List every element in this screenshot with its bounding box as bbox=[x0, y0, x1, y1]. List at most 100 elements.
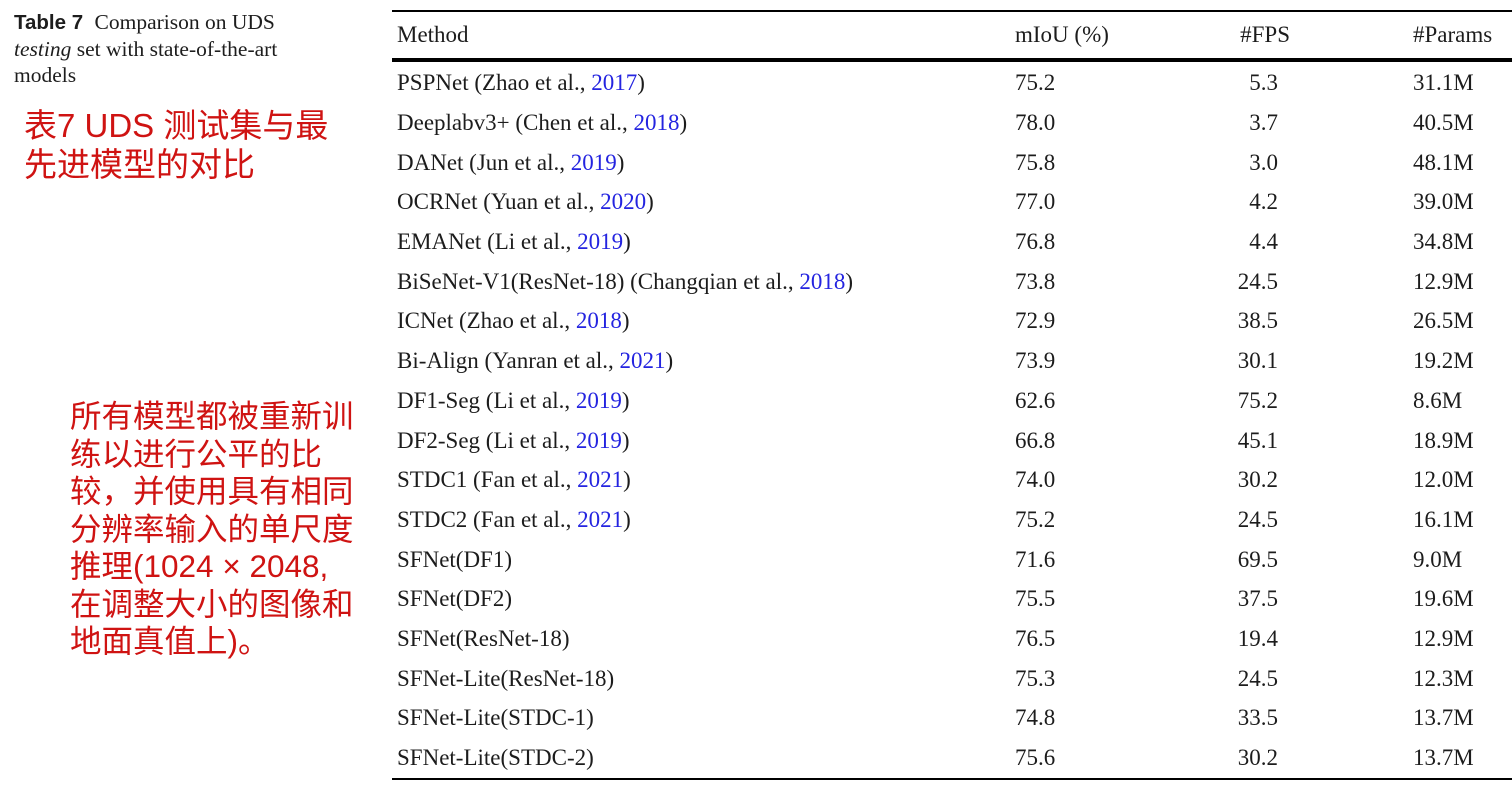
miou-cell: 71.6 bbox=[1015, 546, 1056, 572]
table-row: DANet (Jun et al., 2019) 75.8 3.0 48.1M bbox=[392, 143, 1512, 183]
citation-year-link[interactable]: 2019 bbox=[570, 149, 617, 175]
fps-cell: 33.5 bbox=[1237, 705, 1278, 731]
params-cell: 12.0M bbox=[1413, 467, 1474, 493]
caption-italic-word: testing bbox=[14, 37, 72, 61]
fps-cell: 75.2 bbox=[1237, 387, 1278, 413]
miou-cell: 62.6 bbox=[1015, 387, 1056, 413]
method-suffix: ) bbox=[621, 427, 630, 453]
citation-year-link[interactable]: 2018 bbox=[575, 308, 622, 334]
table-row: SFNet(ResNet-18) 76.5 19.4 12.9M bbox=[392, 619, 1512, 659]
table-row: PSPNet (Zhao et al., 2017) 75.2 5.3 31.1… bbox=[392, 64, 1512, 104]
miou-cell: 74.0 bbox=[1015, 467, 1056, 493]
citation-year-link[interactable]: 2021 bbox=[619, 348, 666, 374]
table-top-rule bbox=[392, 10, 1512, 12]
col-header-miou: mIoU (%) bbox=[1015, 22, 1109, 47]
method-name: SFNet(DF1) bbox=[397, 546, 513, 572]
table-row: STDC2 (Fan et al., 2021) 75.2 24.5 16.1M bbox=[392, 500, 1512, 540]
method-cell: Bi-Align (Yanran et al., 2021) bbox=[392, 348, 1015, 374]
method-name: SFNet-Lite(STDC-1) bbox=[397, 705, 594, 731]
fps-cell: 19.4 bbox=[1237, 625, 1278, 651]
method-cell: SFNet(ResNet-18) bbox=[392, 626, 1015, 652]
method-cell: SFNet(DF2) bbox=[392, 586, 1015, 612]
citation-year-link[interactable]: 2020 bbox=[600, 189, 647, 215]
table-row: STDC1 (Fan et al., 2021) 74.0 30.2 12.0M bbox=[392, 460, 1512, 500]
miou-cell: 78.0 bbox=[1015, 110, 1056, 136]
method-name: SFNet(DF2) bbox=[397, 586, 513, 612]
citation-year-link[interactable]: 2017 bbox=[591, 70, 638, 96]
caption-label: Table 7 bbox=[14, 11, 84, 34]
table-row: DF2-Seg (Li et al., 2019) 66.8 45.1 18.9… bbox=[392, 421, 1512, 461]
method-suffix: ) bbox=[637, 70, 645, 96]
params-cell: 40.5M bbox=[1413, 110, 1474, 136]
fps-cell: 24.5 bbox=[1237, 268, 1278, 294]
method-name: Deeplabv3+ (Chen et al., bbox=[397, 110, 634, 136]
miou-cell: 74.8 bbox=[1015, 705, 1056, 731]
method-cell: SFNet-Lite(STDC-2) bbox=[392, 745, 1015, 771]
citation-year-link[interactable]: 2021 bbox=[577, 506, 624, 532]
caption-line-2: testing set with state-of-the-art bbox=[14, 36, 392, 62]
caption-text-2: set with state-of-the-art bbox=[71, 37, 278, 61]
params-cell: 13.7M bbox=[1413, 745, 1474, 771]
table-row: SFNet(DF2) 75.5 37.5 19.6M bbox=[392, 579, 1512, 619]
col-header-method: Method bbox=[397, 22, 469, 47]
results-table: Method mIoU (%) #FPS #Params PSPNet (Zha… bbox=[392, 10, 1512, 780]
method-cell: DANet (Jun et al., 2019) bbox=[392, 150, 1015, 176]
citation-year-link[interactable]: 2018 bbox=[799, 268, 846, 294]
header-separator-rule bbox=[392, 58, 1512, 62]
method-name: DF2-Seg (Li et al., bbox=[397, 427, 576, 453]
method-name: EMANet (Li et al., bbox=[397, 229, 578, 255]
citation-year-link[interactable]: 2021 bbox=[577, 467, 624, 493]
caption-text-3: models bbox=[14, 63, 77, 87]
method-cell: PSPNet (Zhao et al., 2017) bbox=[392, 70, 1015, 96]
method-suffix: ) bbox=[623, 467, 631, 493]
method-name: SFNet-Lite(ResNet-18) bbox=[397, 665, 615, 691]
params-cell: 12.9M bbox=[1413, 268, 1474, 294]
method-name: BiSeNet-V1(ResNet-18) (Changqian et al., bbox=[397, 268, 800, 294]
caption-line-1: Table 7 Comparison on UDS bbox=[14, 9, 392, 36]
citation-year-link[interactable]: 2019 bbox=[575, 427, 622, 453]
method-cell: SFNet-Lite(STDC-1) bbox=[392, 705, 1015, 731]
params-cell: 39.0M bbox=[1413, 189, 1474, 215]
citation-year-link[interactable]: 2018 bbox=[633, 110, 680, 136]
method-suffix: ) bbox=[679, 110, 688, 136]
method-cell: STDC2 (Fan et al., 2021) bbox=[392, 507, 1015, 533]
method-name: Bi-Align (Yanran et al., bbox=[397, 348, 620, 374]
table-row: EMANet (Li et al., 2019) 76.8 4.4 34.8M bbox=[392, 222, 1512, 262]
params-cell: 18.9M bbox=[1413, 427, 1474, 453]
miou-cell: 75.5 bbox=[1015, 586, 1056, 612]
params-cell: 13.7M bbox=[1413, 705, 1474, 731]
table-row: DF1-Seg (Li et al., 2019) 62.6 75.2 8.6M bbox=[392, 381, 1512, 421]
fps-cell: 5.3 bbox=[1249, 70, 1278, 96]
miou-cell: 73.8 bbox=[1015, 268, 1056, 294]
miou-cell: 73.9 bbox=[1015, 348, 1056, 374]
table-row: OCRNet (Yuan et al., 2020) 77.0 4.2 39.0… bbox=[392, 183, 1512, 223]
fps-cell: 3.0 bbox=[1249, 149, 1278, 175]
fps-cell: 30.2 bbox=[1237, 467, 1278, 493]
caption-text-1: Comparison on UDS bbox=[89, 10, 275, 34]
table-row: Bi-Align (Yanran et al., 2021) 73.9 30.1… bbox=[392, 341, 1512, 381]
citation-year-link[interactable]: 2019 bbox=[577, 229, 624, 255]
citation-year-link[interactable]: 2019 bbox=[575, 387, 622, 413]
method-cell: DF1-Seg (Li et al., 2019) bbox=[392, 388, 1015, 414]
fps-cell: 30.2 bbox=[1237, 745, 1278, 771]
col-header-fps: #FPS bbox=[1240, 22, 1290, 47]
table-row: SFNet-Lite(STDC-1) 74.8 33.5 13.7M bbox=[392, 699, 1512, 739]
fps-cell: 4.2 bbox=[1249, 189, 1278, 215]
translation-note-zh: 所有模型都被重新训 练以进行公平的比 较，并使用具有相同 分辨率输入的单尺度 推… bbox=[70, 398, 354, 659]
fps-cell: 24.5 bbox=[1237, 665, 1278, 691]
method-name: SFNet(ResNet-18) bbox=[397, 625, 570, 651]
table-row: ICNet (Zhao et al., 2018) 72.9 38.5 26.5… bbox=[392, 302, 1512, 342]
miou-cell: 75.2 bbox=[1015, 506, 1056, 532]
params-cell: 31.1M bbox=[1413, 70, 1474, 96]
table-bottom-rule bbox=[392, 777, 1512, 780]
miou-cell: 75.3 bbox=[1015, 665, 1056, 691]
fps-cell: 30.1 bbox=[1237, 348, 1278, 374]
params-cell: 34.8M bbox=[1413, 229, 1474, 255]
params-cell: 9.0M bbox=[1413, 546, 1463, 572]
method-name: ICNet (Zhao et al., bbox=[397, 308, 576, 334]
table-header-row: Method mIoU (%) #FPS #Params bbox=[392, 12, 1512, 58]
method-cell: SFNet-Lite(ResNet-18) bbox=[392, 666, 1015, 692]
method-name: DANet (Jun et al., bbox=[397, 149, 571, 175]
method-suffix: ) bbox=[646, 189, 654, 215]
table-row: SFNet-Lite(STDC-2) 75.6 30.2 13.7M bbox=[392, 738, 1512, 778]
